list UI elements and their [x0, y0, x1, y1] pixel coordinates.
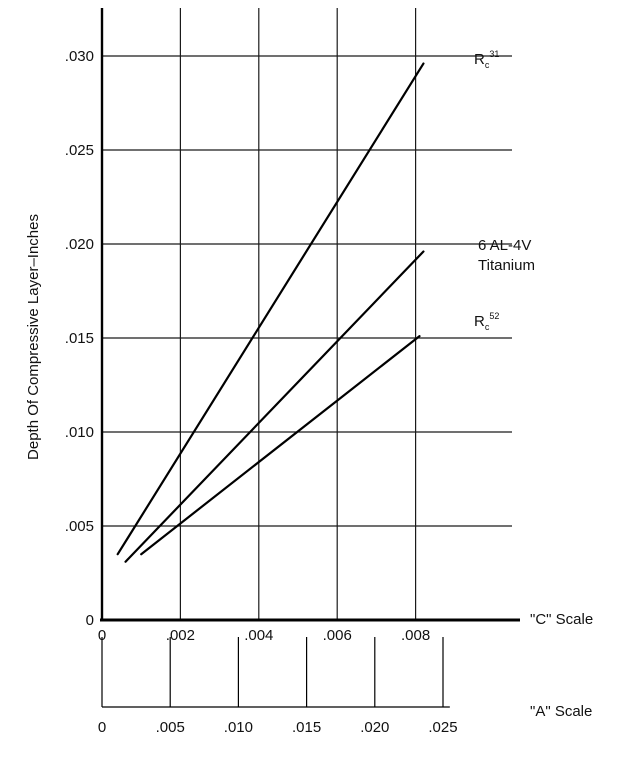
series-labels: Rc31 6 AL-4V Titanium Rc52 [474, 49, 535, 332]
a-scale-label: "A" Scale [530, 703, 592, 720]
y-tick-label: .005 [65, 518, 94, 535]
series-label: Rc31 [474, 49, 499, 70]
y-tick-label: 0 [86, 612, 94, 629]
a-tick-label: .005 [156, 719, 185, 736]
a-tick-label: .025 [428, 719, 457, 736]
c-tick-label: .008 [401, 627, 430, 644]
a-tick-label: .010 [224, 719, 253, 736]
horizontal-gridlines [102, 55, 512, 527]
c-scale-tick-labels: 0 .002 .004 .006 .008 [98, 627, 430, 644]
vertical-gridlines [179, 8, 417, 620]
y-tick-labels: 0 .005 .010 .015 .020 .025 .030 [65, 48, 94, 629]
c-scale-label: "C" Scale [530, 611, 593, 628]
y-tick-label: .015 [65, 330, 94, 347]
c-tick-label: .006 [323, 627, 352, 644]
c-tick-label: .004 [244, 627, 273, 644]
y-tick-label: .030 [65, 48, 94, 65]
series-label: Rc52 [474, 311, 499, 332]
series-label: Titanium [478, 257, 535, 274]
c-tick-label: .002 [166, 627, 195, 644]
a-tick-label: 0 [98, 719, 106, 736]
y-axis-label: Depth Of Compressive Layer–Inches [25, 214, 42, 460]
series-line [124, 250, 425, 563]
y-tick-label: .025 [65, 142, 94, 159]
a-tick-label: .015 [292, 719, 321, 736]
series-lines [116, 62, 425, 563]
axes [100, 8, 520, 622]
series-line [116, 62, 425, 556]
c-tick-label: 0 [98, 627, 106, 644]
a-tick-label: .020 [360, 719, 389, 736]
a-scale: 0 .005 .010 .015 .020 .025 [98, 637, 458, 736]
series-line [140, 335, 421, 556]
series-label: 6 AL-4V [478, 237, 531, 254]
y-tick-label: .010 [65, 424, 94, 441]
y-tick-label: .020 [65, 236, 94, 253]
